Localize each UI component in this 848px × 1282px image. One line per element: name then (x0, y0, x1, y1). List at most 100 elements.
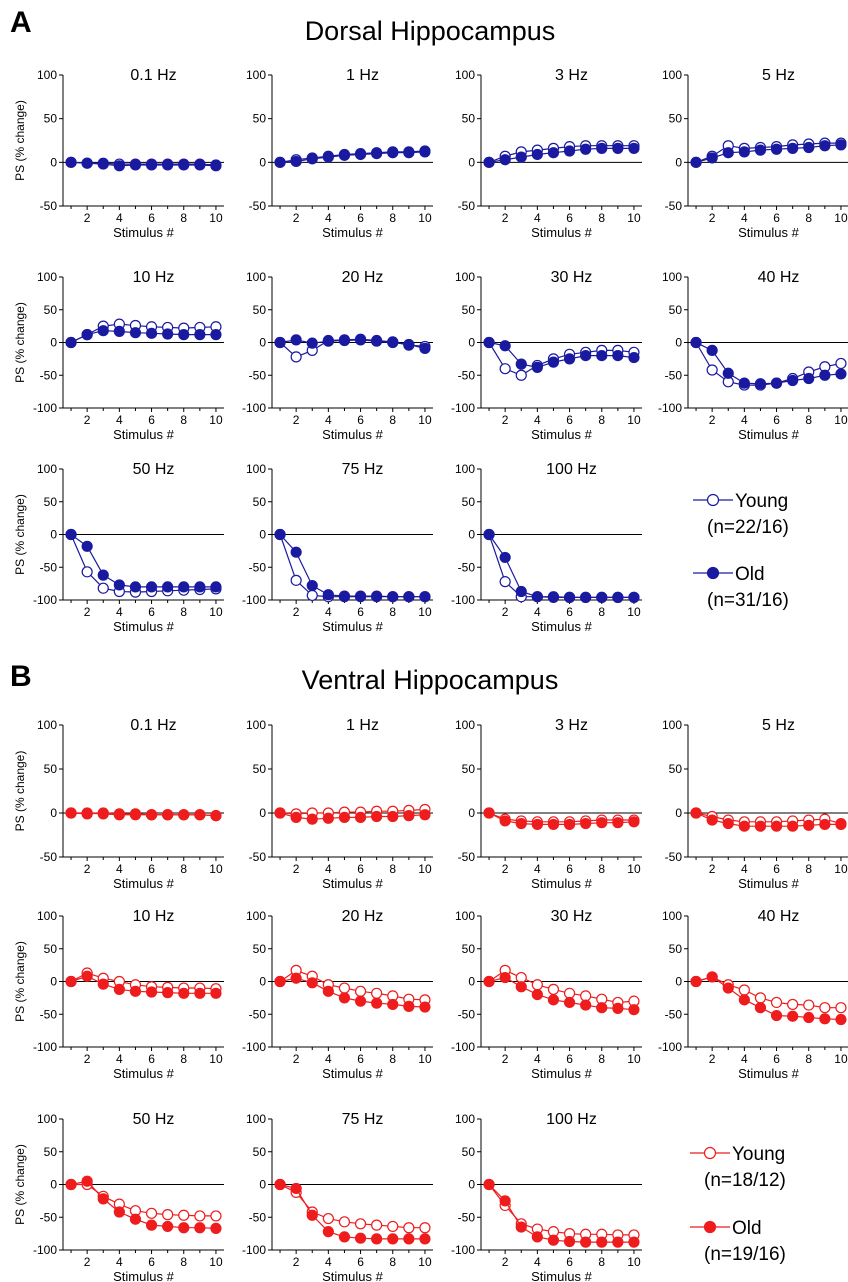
y-tick-label: 50 (669, 942, 683, 956)
data-point-old (65, 975, 77, 988)
data-point-old (803, 1011, 815, 1024)
data-point-old (787, 374, 799, 387)
y-tick-label: 100 (246, 68, 266, 82)
data-point-old (580, 350, 592, 362)
series-line-old (695, 812, 841, 827)
x-tick-label: 2 (502, 862, 509, 876)
series-line-young (695, 812, 842, 825)
data-point-old (787, 142, 799, 154)
x-tick-label: 6 (357, 211, 364, 225)
series-line-young (280, 150, 425, 163)
data-point-old (65, 156, 77, 168)
x-tick-label: 4 (116, 413, 123, 427)
y-tick-label: 100 (37, 1112, 57, 1126)
x-tick-label: 8 (180, 1052, 187, 1066)
data-point-old (290, 811, 302, 824)
series-line-young (695, 142, 841, 163)
panel-title: 75 Hz (342, 1111, 384, 1128)
x-tick-label: 8 (598, 211, 605, 225)
data-point-young (354, 985, 367, 997)
data-point-old (596, 350, 608, 362)
x-axis-label: Stimulus # (322, 427, 383, 442)
x-tick-label: 4 (741, 413, 748, 427)
series-line-young (279, 1183, 425, 1229)
data-point-old (563, 818, 576, 831)
x-tick-label: 10 (418, 1052, 432, 1066)
data-point-old (338, 992, 351, 1004)
y-tick-label: 50 (44, 1145, 58, 1159)
x-tick-label: 8 (180, 211, 187, 225)
legends: Young (n=22/16) Old (n=31/16) Young (n=18/12)… (690, 491, 789, 1265)
series-line-old (488, 976, 635, 1011)
x-axis-label: Stimulus # (113, 225, 174, 240)
x-tick-label: 8 (180, 413, 187, 427)
y-tick-label: -100 (451, 593, 475, 607)
y-axis-label: PS (% change) (13, 494, 27, 575)
data-point-old (306, 977, 318, 989)
y-tick-label: -50 (458, 560, 476, 574)
data-point-old (403, 338, 415, 351)
x-tick-label: 2 (709, 1052, 716, 1066)
data-point-old (338, 334, 351, 347)
series-line-old (70, 161, 216, 167)
y-tick-label: 0 (675, 975, 682, 989)
panel-title: 20 Hz (342, 908, 384, 925)
panel-title: 75 Hz (342, 461, 384, 478)
data-point-old (322, 812, 334, 824)
x-tick-label: 10 (627, 1255, 641, 1269)
data-point-old (97, 807, 109, 819)
series-line-young (70, 972, 216, 990)
x-tick-label: 8 (805, 413, 812, 427)
x-tick-label: 2 (293, 862, 300, 876)
y-tick-label: -50 (40, 199, 58, 213)
y-tick-label: -100 (658, 1040, 682, 1054)
series-line-old (279, 1183, 425, 1240)
data-point-old (210, 160, 222, 172)
data-point-young (354, 1218, 367, 1230)
panel-title: 10 Hz (133, 269, 175, 286)
data-point-old (129, 808, 142, 820)
data-point-old (403, 591, 415, 603)
x-tick-label: 6 (773, 862, 780, 876)
y-tick-label: -50 (40, 1210, 58, 1224)
panel-title: 40 Hz (758, 908, 800, 925)
x-tick-label: 4 (325, 1052, 332, 1066)
x-tick-label: 6 (773, 1052, 780, 1066)
data-point-young (738, 984, 750, 996)
y-tick-label: 50 (669, 762, 683, 776)
panel-title: 3 Hz (555, 717, 588, 734)
data-point-old (531, 988, 543, 1001)
data-point-old (706, 152, 718, 164)
data-point-old (145, 809, 158, 821)
y-tick-label: -50 (458, 850, 476, 864)
plot-panel: -50 0 50 100 2 4 6 8 10 0.1 Hz Stimulus # PS (% cha… (13, 717, 224, 891)
x-axis-label: Stimulus # (322, 225, 383, 240)
data-point-old (819, 369, 831, 381)
x-tick-label: 2 (709, 862, 716, 876)
data-point-old (274, 336, 286, 349)
data-point-old (819, 818, 831, 831)
plot-panel: -50 0 50 100 2 4 6 8 10 1 Hz Stimulus # (246, 717, 433, 891)
panel-title: 1 Hz (346, 67, 379, 84)
y-tick-label: 50 (462, 1145, 476, 1159)
data-point-old (628, 1236, 640, 1248)
data-point-old (515, 981, 527, 993)
x-tick-label: 8 (805, 862, 812, 876)
data-point-old (596, 1002, 608, 1014)
x-tick-label: 2 (502, 1255, 509, 1269)
series-line-young (279, 969, 425, 1001)
data-point-old (787, 820, 799, 832)
x-tick-label: 8 (389, 1052, 396, 1066)
data-point-young (419, 1222, 431, 1234)
data-point-old (483, 975, 495, 988)
x-tick-label: 2 (709, 413, 716, 427)
x-tick-label: 4 (116, 1052, 123, 1066)
legend-n: (n=22/16) (707, 517, 789, 538)
data-point-old (113, 983, 125, 995)
y-tick-label: 100 (37, 462, 57, 476)
y-tick-label: 50 (253, 303, 267, 317)
data-point-old (419, 342, 431, 354)
y-tick-label: 50 (669, 303, 683, 317)
y-tick-label: 100 (662, 909, 682, 923)
data-point-old (354, 811, 367, 824)
